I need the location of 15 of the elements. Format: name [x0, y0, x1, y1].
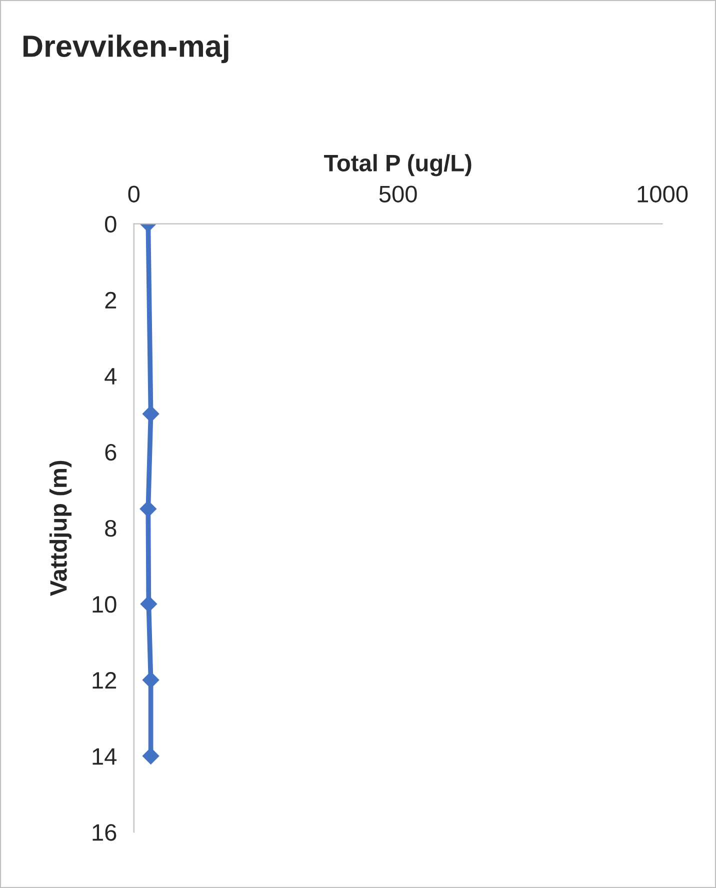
- y-tick-label: 8: [105, 520, 116, 537]
- x-tick-label: 0: [128, 186, 140, 202]
- y-tick-label: 14: [92, 748, 117, 765]
- y-tick-label: 10: [92, 596, 116, 613]
- y-tick-label: 6: [105, 444, 116, 461]
- y-tick-label: 0: [105, 216, 116, 233]
- chart-title: Drevviken-maj: [24, 34, 228, 64]
- x-axis-title: Total P (ug/L): [324, 154, 472, 176]
- y-axis-title: Vattdjup (m): [50, 460, 72, 596]
- x-tick-label: 1000: [638, 186, 688, 202]
- x-tick-label: 500: [379, 186, 417, 202]
- y-tick-label: 16: [92, 824, 116, 841]
- y-tick-label: 2: [105, 292, 116, 308]
- y-tick-label: 12: [92, 672, 116, 689]
- y-tick-label: 4: [104, 368, 117, 384]
